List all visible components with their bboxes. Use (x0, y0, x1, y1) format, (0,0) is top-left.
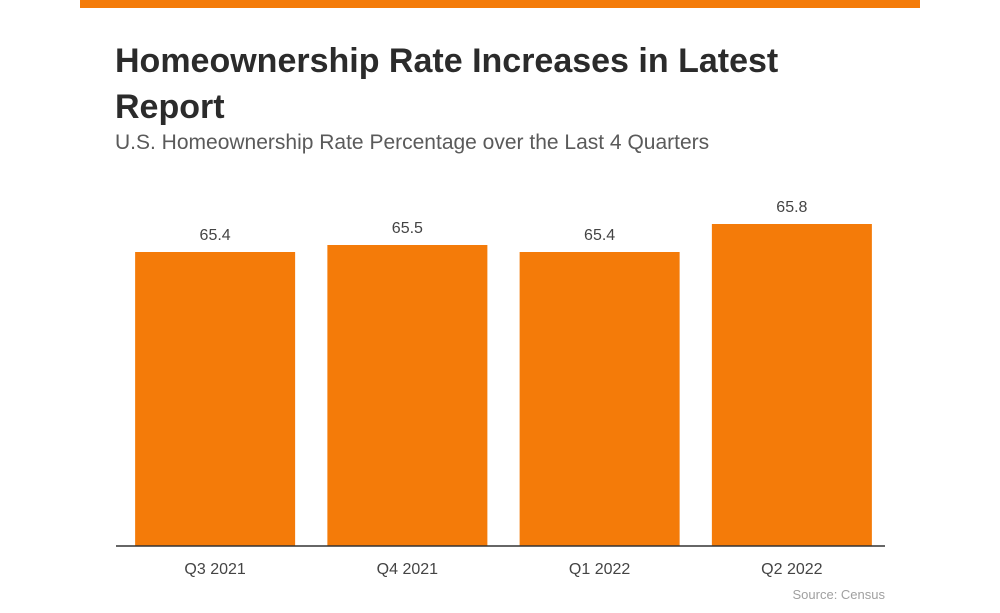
x-tick-label: Q1 2022 (569, 561, 630, 578)
top-accent-bar (80, 0, 920, 8)
bar-q3-2021 (135, 252, 296, 546)
bar-q4-2021 (327, 245, 488, 546)
data-label: 65.4 (200, 227, 231, 244)
bar-q2-2022 (711, 224, 872, 546)
x-tick-label: Q3 2021 (184, 561, 245, 578)
chart-subtitle: U.S. Homeownership Rate Percentage over … (115, 131, 710, 154)
x-tick-label: Q4 2021 (377, 561, 438, 578)
chart-title: Homeownership Rate Increases in Latest R… (115, 42, 779, 126)
bar-q1-2022 (519, 252, 680, 546)
data-label: 65.4 (584, 227, 615, 244)
data-label: 65.5 (392, 220, 423, 237)
source-note: Source: Census (792, 587, 886, 602)
data-label: 65.8 (776, 199, 807, 216)
x-tick-label: Q2 2022 (761, 561, 822, 578)
